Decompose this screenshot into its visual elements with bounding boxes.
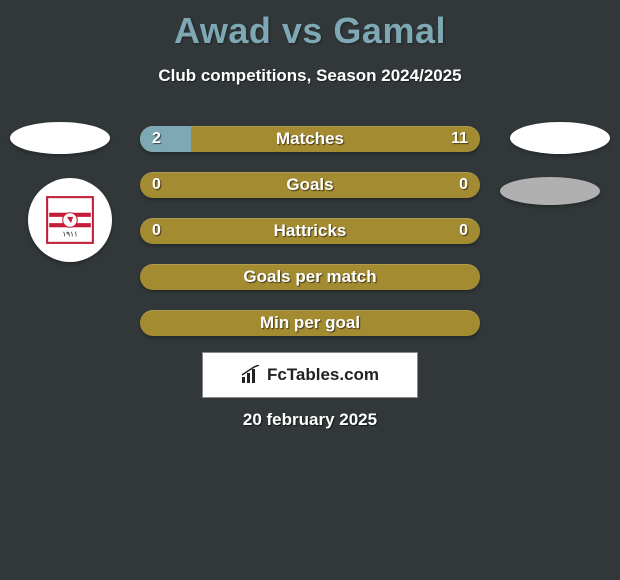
stat-label: Min per goal <box>140 313 480 333</box>
stat-value-right: 0 <box>459 222 468 240</box>
brand-label: FcTables.com <box>267 365 379 385</box>
stat-row-hattricks: 0 Hattricks 0 <box>140 218 480 244</box>
stat-value-right: 11 <box>451 130 468 148</box>
player-left-avatar <box>10 122 110 154</box>
stat-label: Hattricks <box>140 221 480 241</box>
stat-row-min-per-goal: Min per goal <box>140 310 480 336</box>
brand-badge[interactable]: FcTables.com <box>202 352 418 398</box>
club-right-badge <box>500 177 600 205</box>
chart-icon <box>241 365 261 385</box>
stat-row-goals-per-match: Goals per match <box>140 264 480 290</box>
stat-row-goals: 0 Goals 0 <box>140 172 480 198</box>
subtitle: Club competitions, Season 2024/2025 <box>0 66 620 86</box>
stat-row-matches: 2 Matches 11 <box>140 126 480 152</box>
zamalek-logo-icon: ١٩١١ <box>44 194 96 246</box>
stat-label: Goals per match <box>140 267 480 287</box>
player-right-avatar <box>510 122 610 154</box>
stats-container: 2 Matches 11 0 Goals 0 0 Hattricks 0 Goa… <box>140 126 480 356</box>
stat-value-right: 0 <box>459 176 468 194</box>
club-left-badge: ١٩١١ <box>28 178 112 262</box>
stat-label: Matches <box>140 129 480 149</box>
page-title: Awad vs Gamal <box>0 0 620 52</box>
svg-text:١٩١١: ١٩١١ <box>62 231 78 239</box>
stat-label: Goals <box>140 175 480 195</box>
date-label: 20 february 2025 <box>0 410 620 430</box>
